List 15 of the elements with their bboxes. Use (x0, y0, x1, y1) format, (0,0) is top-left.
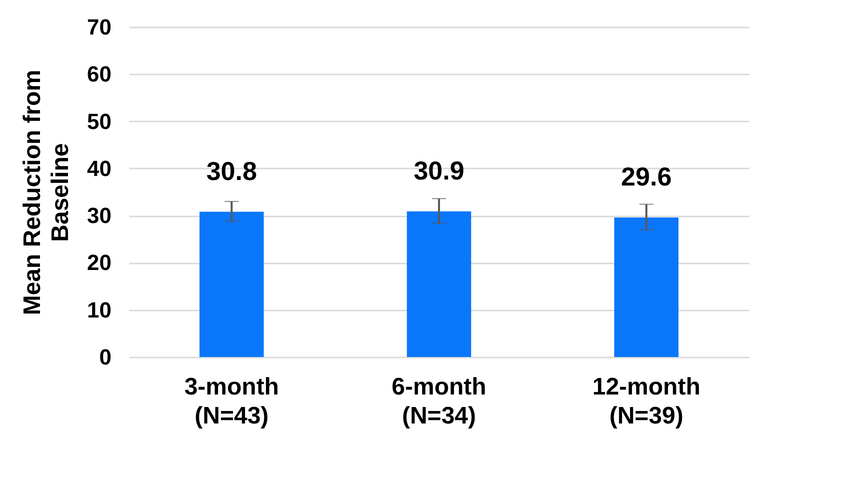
y-tick-label: 0 (99, 344, 112, 370)
data-label: 30.9 (414, 155, 464, 186)
data-label: 29.6 (621, 161, 672, 192)
data-label: 30.8 (206, 156, 257, 186)
y-tick-label: 20 (87, 250, 112, 276)
y-tick-label: 30 (87, 203, 112, 228)
y-axis-title: Mean Reduction from Baseline (19, 70, 74, 316)
y-tick-label: 40 (87, 156, 112, 181)
y-tick-label: 70 (87, 14, 112, 40)
y-tick-label: 50 (87, 108, 112, 134)
y-tick-label: 10 (87, 297, 112, 322)
x-tick-label: 6-month (N=34) (392, 374, 486, 430)
x-tick-label: 12-month (N=39) (592, 374, 700, 430)
x-tick-label: 3-month (N=43) (184, 374, 279, 430)
y-tick-label: 60 (87, 62, 112, 87)
